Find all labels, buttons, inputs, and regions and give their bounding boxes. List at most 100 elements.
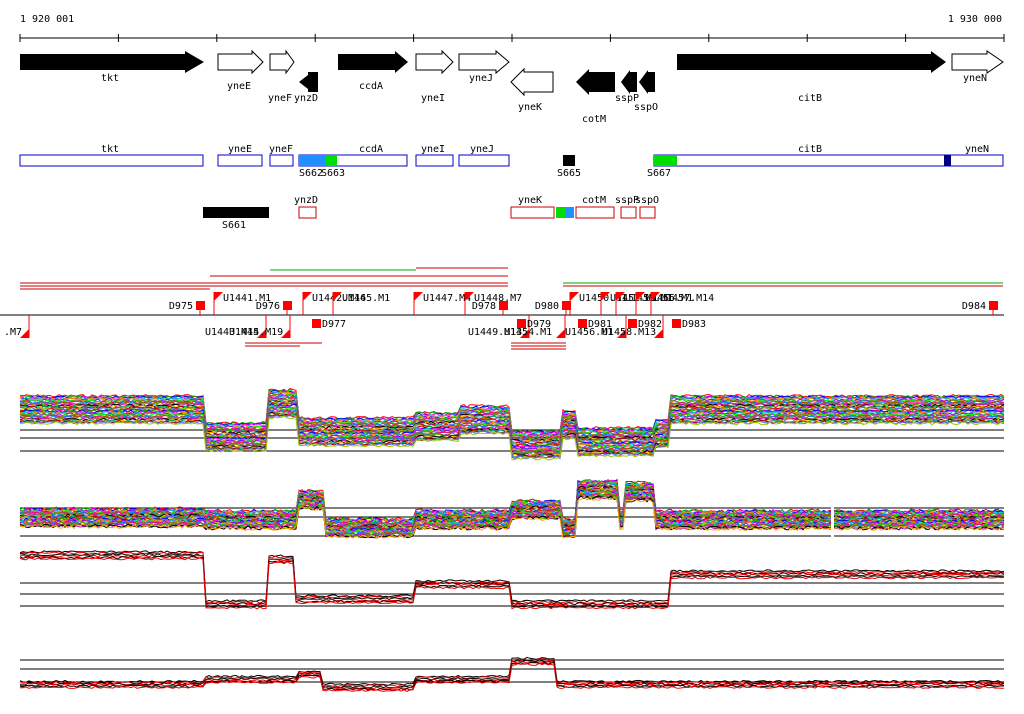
region-label-cotM: cotM (582, 195, 606, 206)
feature-marker[interactable]: U1442.M16 (302, 292, 366, 315)
coordinate-ruler: 1 920 001 1 930 000 (19, 14, 1005, 42)
gene-arrow-ynzD[interactable] (299, 72, 318, 92)
expression-panel-conditions-2 (19, 478, 1005, 544)
segment-label-S662: S662 (299, 168, 323, 179)
feature-label: D980 (535, 301, 559, 312)
feature-label: U1458.M13 (602, 327, 656, 338)
feature-marker[interactable]: D978 (472, 301, 508, 315)
segment-label-S667: S667 (647, 168, 671, 179)
feature-label: D975 (169, 301, 193, 312)
feature-marker[interactable]: U1441.M1 (213, 292, 271, 315)
feature-marker[interactable]: U1443.M15 (205, 315, 267, 338)
feature-marker[interactable]: U1456.M1 (565, 315, 627, 338)
gene-arrow-yneE[interactable] (217, 49, 264, 75)
feature-marker[interactable]: .M7 (4, 315, 30, 338)
region-box-tkt[interactable] (19, 154, 204, 167)
feature-marker[interactable]: U1445.M1 (332, 292, 390, 315)
profile-line (19, 660, 1005, 690)
region-box-yneI[interactable] (415, 154, 454, 167)
feature-flag-icon (333, 292, 342, 301)
feature-marker[interactable]: U1449.M13 (468, 315, 530, 338)
profile-line (19, 551, 1005, 604)
feature-marker[interactable]: D982 (628, 319, 662, 330)
feature-label: D981 (588, 319, 612, 330)
feature-marker[interactable]: D983 (672, 319, 706, 330)
feature-marker[interactable]: U1447.M4 (413, 292, 471, 315)
profile-line (19, 402, 1005, 448)
segment-label-S661: S661 (222, 220, 246, 231)
feature-label: U1452.M1 (610, 293, 658, 304)
region-box-yneK[interactable] (510, 206, 555, 219)
segment-S663[interactable] (326, 155, 337, 166)
segment-S662[interactable] (299, 155, 326, 166)
feature-marker[interactable]: U1457.M14 (650, 292, 714, 315)
feature-marker[interactable]: D979 (517, 319, 551, 330)
feature-marker[interactable]: D975 (169, 301, 205, 315)
feature-marker[interactable]: D980 (535, 301, 571, 315)
feature-label: U1448.M7 (474, 293, 522, 304)
region-box-yneE[interactable] (217, 154, 263, 167)
region-box-ynzD[interactable] (298, 206, 317, 219)
feature-marker[interactable]: U1455.M1 (635, 292, 693, 315)
feature-label: D983 (682, 319, 706, 330)
region-label-sspO: sspO (635, 195, 659, 206)
feature-flag-icon (520, 329, 529, 338)
segment-S665[interactable] (563, 155, 575, 166)
gene-label-yneE: yneE (227, 81, 251, 92)
profile-line (20, 662, 1004, 692)
segment-S667[interactable] (654, 155, 677, 166)
gene-arrow-sspO[interactable] (639, 70, 655, 94)
segment-green-reverse[interactable] (556, 207, 566, 218)
gene-arrow-yneF[interactable] (269, 49, 295, 75)
gene-arrow-ccdA[interactable] (338, 51, 408, 73)
feature-box-icon (499, 301, 508, 310)
feature-label: U1449.M13 (468, 327, 522, 338)
region-label-citB: citB (798, 144, 822, 155)
feature-marker[interactable]: U1452.M1 (600, 292, 658, 315)
region-box-yneF[interactable] (269, 154, 294, 167)
feature-flag-icon (616, 292, 625, 301)
feature-box-icon (578, 319, 587, 328)
feature-marker[interactable]: D977 (312, 319, 346, 330)
segment-cyan-reverse[interactable] (566, 207, 574, 218)
gene-arrow-yneN[interactable] (951, 50, 1004, 74)
gene-arrows-track: tkt yneE yneF ynzD ccdA yneI yneJ yneK c… (20, 49, 1004, 125)
gene-arrow-citB[interactable] (677, 51, 946, 73)
profile-line (19, 661, 1004, 691)
gene-arrow-cotM[interactable] (576, 69, 615, 95)
gene-label-sspO: sspO (634, 102, 658, 113)
gene-arrow-sspP[interactable] (621, 70, 637, 94)
feature-marker[interactable]: D976 (256, 301, 292, 315)
region-box-sspP[interactable] (620, 206, 637, 219)
feature-marker[interactable]: U1454.M1 (504, 315, 566, 338)
region-label-sspP: sspP (615, 195, 639, 206)
gene-arrow-tkt[interactable] (20, 51, 204, 73)
region-label-yneK: yneK (518, 195, 542, 206)
region-label-yneI: yneI (421, 144, 445, 155)
region-box-yneJ[interactable] (458, 154, 510, 167)
gene-arrow-yneJ[interactable] (458, 49, 510, 75)
feature-marker[interactable]: U1448.M7 (464, 292, 522, 315)
segment-S661[interactable] (203, 207, 269, 218)
feature-label: U1455.M1 (645, 293, 693, 304)
feature-flag-icon (570, 292, 579, 301)
feature-marker[interactable]: D981 (578, 319, 612, 330)
gene-arrow-yneK[interactable] (510, 67, 554, 97)
feature-marker[interactable]: U1453.M1 (615, 292, 673, 315)
gene-arrow-yneI[interactable] (415, 49, 454, 75)
region-box-sspO[interactable] (639, 206, 656, 219)
regions-forward-track: tkt yneE yneF ccdA S662 S663 yneI yneJ S… (19, 144, 1004, 179)
region-label-yneJ: yneJ (470, 144, 494, 155)
feature-label: .M7 (4, 327, 22, 338)
feature-label: D979 (527, 319, 551, 330)
region-box-cotM[interactable] (575, 206, 615, 219)
feature-marker[interactable]: U1458.M13 (602, 315, 664, 338)
region-marker-navy[interactable] (944, 155, 951, 166)
feature-box-icon (312, 319, 321, 328)
feature-marker[interactable]: D984 (962, 301, 998, 315)
feature-marker[interactable]: U1444.M19 (229, 315, 291, 338)
gene-label-sspP: sspP (615, 93, 639, 104)
feature-label: U1447.M4 (423, 293, 471, 304)
feature-flag-icon (601, 292, 610, 301)
